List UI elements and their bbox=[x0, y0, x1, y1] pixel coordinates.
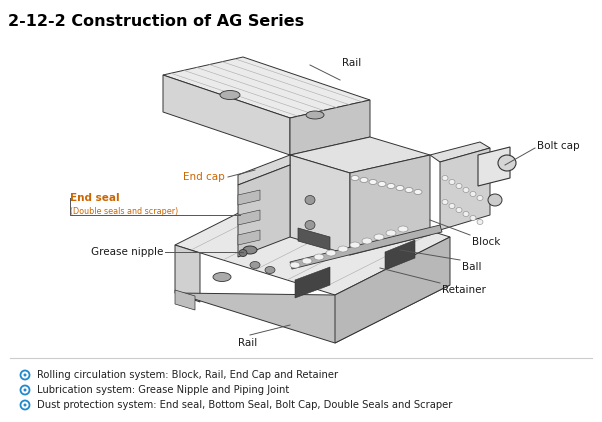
Polygon shape bbox=[175, 285, 450, 343]
Ellipse shape bbox=[463, 187, 469, 192]
Text: Rail: Rail bbox=[238, 338, 258, 348]
Ellipse shape bbox=[378, 181, 386, 187]
Polygon shape bbox=[295, 267, 330, 298]
Polygon shape bbox=[238, 155, 290, 185]
Text: Retainer: Retainer bbox=[442, 285, 486, 295]
Ellipse shape bbox=[442, 176, 448, 181]
Text: End cap: End cap bbox=[183, 172, 225, 182]
Ellipse shape bbox=[362, 238, 372, 244]
Polygon shape bbox=[163, 57, 370, 118]
Text: Rolling circulation system: Block, Rail, End Cap and Retainer: Rolling circulation system: Block, Rail,… bbox=[37, 370, 338, 380]
Ellipse shape bbox=[23, 389, 26, 392]
Text: 2-12-2 Construction of AG Series: 2-12-2 Construction of AG Series bbox=[8, 14, 304, 29]
Ellipse shape bbox=[387, 184, 395, 189]
Ellipse shape bbox=[326, 250, 336, 256]
Text: Bolt cap: Bolt cap bbox=[537, 141, 580, 151]
Polygon shape bbox=[478, 147, 510, 186]
Text: (Double seals and scraper): (Double seals and scraper) bbox=[70, 206, 178, 216]
Ellipse shape bbox=[442, 200, 448, 205]
Ellipse shape bbox=[305, 195, 315, 205]
Text: Ball: Ball bbox=[462, 262, 482, 272]
Ellipse shape bbox=[405, 187, 413, 192]
Ellipse shape bbox=[23, 373, 26, 376]
Polygon shape bbox=[163, 75, 290, 155]
Ellipse shape bbox=[305, 221, 315, 230]
Polygon shape bbox=[290, 137, 430, 173]
Polygon shape bbox=[298, 228, 330, 250]
Ellipse shape bbox=[456, 184, 462, 189]
Text: End seal: End seal bbox=[70, 193, 120, 203]
Polygon shape bbox=[350, 155, 430, 255]
Polygon shape bbox=[175, 245, 200, 302]
Ellipse shape bbox=[470, 216, 476, 221]
Ellipse shape bbox=[306, 111, 324, 119]
Ellipse shape bbox=[374, 234, 384, 240]
Ellipse shape bbox=[456, 208, 462, 213]
Text: Rail: Rail bbox=[342, 58, 361, 68]
Ellipse shape bbox=[23, 403, 26, 406]
Ellipse shape bbox=[243, 246, 257, 254]
Ellipse shape bbox=[449, 179, 455, 184]
Text: Lubrication system: Grease Nipple and Piping Joint: Lubrication system: Grease Nipple and Pi… bbox=[37, 385, 289, 395]
Polygon shape bbox=[175, 187, 450, 295]
Polygon shape bbox=[440, 148, 490, 230]
Polygon shape bbox=[290, 155, 350, 255]
Ellipse shape bbox=[488, 194, 502, 206]
Ellipse shape bbox=[351, 176, 359, 181]
Polygon shape bbox=[238, 230, 260, 245]
Ellipse shape bbox=[220, 90, 240, 100]
Ellipse shape bbox=[463, 211, 469, 216]
Ellipse shape bbox=[250, 262, 260, 268]
Ellipse shape bbox=[314, 254, 324, 260]
Ellipse shape bbox=[290, 262, 300, 268]
Polygon shape bbox=[335, 237, 450, 343]
Text: Block: Block bbox=[472, 237, 500, 247]
Polygon shape bbox=[238, 165, 290, 257]
Polygon shape bbox=[430, 142, 490, 162]
Ellipse shape bbox=[449, 203, 455, 208]
Ellipse shape bbox=[338, 246, 348, 252]
Polygon shape bbox=[238, 210, 260, 225]
Text: Grease nipple: Grease nipple bbox=[91, 247, 163, 257]
Polygon shape bbox=[290, 100, 370, 155]
Text: Dust protection system: End seal, Bottom Seal, Bolt Cap, Double Seals and Scrape: Dust protection system: End seal, Bottom… bbox=[37, 400, 452, 410]
Ellipse shape bbox=[239, 249, 247, 257]
Ellipse shape bbox=[360, 178, 368, 182]
Ellipse shape bbox=[414, 189, 422, 195]
Ellipse shape bbox=[396, 186, 404, 190]
Ellipse shape bbox=[470, 192, 476, 197]
Polygon shape bbox=[238, 190, 260, 205]
Ellipse shape bbox=[369, 179, 377, 184]
Ellipse shape bbox=[498, 155, 516, 171]
Ellipse shape bbox=[477, 195, 483, 200]
Polygon shape bbox=[175, 290, 195, 310]
Ellipse shape bbox=[265, 267, 275, 273]
Polygon shape bbox=[290, 225, 442, 269]
Ellipse shape bbox=[302, 258, 312, 264]
Polygon shape bbox=[385, 240, 415, 270]
Ellipse shape bbox=[477, 219, 483, 225]
Ellipse shape bbox=[386, 230, 396, 236]
Ellipse shape bbox=[350, 242, 360, 248]
Ellipse shape bbox=[398, 226, 408, 232]
Ellipse shape bbox=[213, 273, 231, 281]
